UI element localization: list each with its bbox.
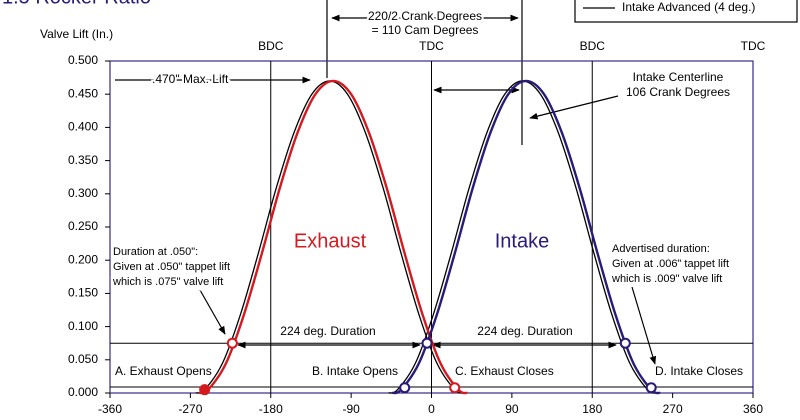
y-tick-label: 0.500 bbox=[68, 53, 98, 67]
y-tick-label: 0.100 bbox=[68, 319, 98, 333]
annotation: which is .075" valve lift bbox=[112, 276, 223, 288]
annotation: = 110 Cam Degrees bbox=[372, 23, 479, 37]
annotation: B. Intake Opens bbox=[312, 364, 398, 378]
annotation: C. Exhaust Closes bbox=[455, 364, 554, 378]
y-tick-label: 0.200 bbox=[68, 252, 98, 266]
y-tick-label: 0.250 bbox=[68, 219, 98, 233]
annotation: Intake Centerline bbox=[633, 70, 724, 84]
y-tick-label: 0.450 bbox=[68, 86, 98, 100]
annotation: D. Intake Closes bbox=[655, 364, 743, 378]
event-marker bbox=[421, 337, 433, 349]
annotation: Given at .050" tappet lift bbox=[113, 261, 230, 273]
x-tick-label: 360 bbox=[743, 402, 763, 416]
x-tick-label: -180 bbox=[259, 402, 283, 416]
y-tick-label: 0.150 bbox=[68, 286, 98, 300]
annotation: Duration at .050": bbox=[113, 246, 198, 258]
top-label: BDC bbox=[580, 39, 606, 53]
pointer-arrow bbox=[631, 286, 657, 365]
annotation: Given at .006" tappet lift bbox=[612, 258, 729, 270]
y-tick-label: 0.400 bbox=[68, 120, 98, 134]
event-marker bbox=[199, 384, 211, 396]
annotation: 224 deg. Duration bbox=[280, 324, 375, 338]
annotation: A. Exhaust Opens bbox=[115, 364, 212, 378]
x-tick-label: -90 bbox=[342, 402, 360, 416]
top-label: BDC bbox=[258, 39, 284, 53]
annotation: 106 Crank Degrees bbox=[626, 85, 730, 99]
x-tick-label: -360 bbox=[98, 402, 122, 416]
pointer-arrow bbox=[529, 95, 619, 120]
valve-curve bbox=[391, 79, 661, 395]
annotation: which is .009" valve lift bbox=[611, 273, 722, 285]
x-tick-label: 180 bbox=[582, 402, 602, 416]
event-marker bbox=[619, 337, 631, 349]
annotation: Advertised duration: bbox=[612, 243, 710, 255]
event-marker bbox=[226, 337, 238, 349]
event-marker bbox=[645, 382, 657, 394]
legend-box bbox=[574, 0, 798, 23]
x-tick-label: 270 bbox=[663, 402, 683, 416]
top-label: TDC bbox=[419, 39, 444, 53]
valve-curve bbox=[198, 79, 468, 395]
top-label: TDC bbox=[741, 39, 766, 53]
y-tick-label: 0.300 bbox=[68, 186, 98, 200]
annotation: 220/2 Crank Degrees bbox=[368, 9, 482, 23]
x-tick-label: -270 bbox=[178, 402, 202, 416]
x-tick-label: 90 bbox=[505, 402, 519, 416]
chart-title: 1.5 Rocker Ratio bbox=[2, 0, 151, 8]
event-marker bbox=[399, 382, 411, 394]
x-tick-label: 0 bbox=[428, 402, 435, 416]
y-tick-label: 0.350 bbox=[68, 153, 98, 167]
pointer-arrow bbox=[199, 289, 226, 335]
event-marker bbox=[449, 382, 461, 394]
y-tick-label: 0.000 bbox=[68, 385, 98, 399]
annotation: .470" Max. Lift bbox=[152, 72, 229, 86]
y-axis-label: Valve Lift (In.) bbox=[40, 27, 113, 41]
legend-label: Intake Advanced (4 deg.) bbox=[622, 0, 755, 14]
y-tick-label: 0.050 bbox=[68, 352, 98, 366]
annotation: Intake bbox=[495, 230, 549, 252]
annotation: Exhaust bbox=[294, 230, 367, 252]
annotation: 224 deg. Duration bbox=[477, 324, 572, 338]
